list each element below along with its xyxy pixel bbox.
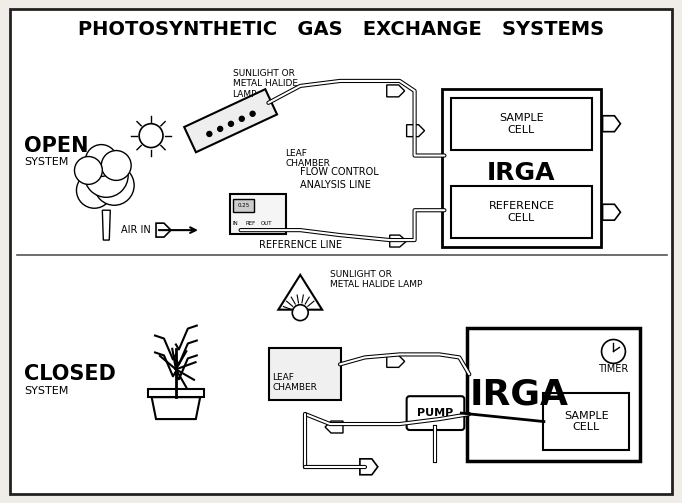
Text: SUNLIGHT OR
METAL HALIDE
LAMP: SUNLIGHT OR METAL HALIDE LAMP: [233, 69, 297, 99]
Circle shape: [94, 165, 134, 205]
Text: IRGA: IRGA: [487, 161, 556, 185]
Text: REFERENCE
CELL: REFERENCE CELL: [488, 201, 554, 223]
Circle shape: [239, 116, 244, 121]
Text: IN: IN: [233, 221, 238, 226]
Text: LEAF
CHAMBER: LEAF CHAMBER: [285, 148, 330, 168]
Text: LEAF
CHAMBER: LEAF CHAMBER: [272, 373, 317, 392]
Circle shape: [139, 124, 163, 147]
Circle shape: [293, 305, 308, 320]
Circle shape: [102, 150, 131, 181]
FancyBboxPatch shape: [148, 389, 204, 397]
Polygon shape: [406, 125, 424, 137]
Circle shape: [602, 340, 625, 363]
Text: PUMP: PUMP: [417, 408, 454, 418]
Text: SAMPLE
CELL: SAMPLE CELL: [564, 411, 608, 433]
FancyBboxPatch shape: [451, 98, 591, 149]
Text: CLOSED: CLOSED: [24, 364, 116, 384]
Text: SUNLIGHT OR
METAL HALIDE LAMP: SUNLIGHT OR METAL HALIDE LAMP: [330, 270, 422, 289]
Text: AIR IN: AIR IN: [121, 225, 151, 235]
FancyBboxPatch shape: [269, 349, 341, 400]
Text: OPEN: OPEN: [24, 136, 88, 155]
Polygon shape: [151, 394, 201, 419]
Circle shape: [207, 131, 212, 136]
FancyBboxPatch shape: [467, 327, 640, 461]
FancyBboxPatch shape: [543, 393, 629, 450]
Text: 0.25: 0.25: [237, 203, 250, 208]
Text: TIMER: TIMER: [598, 364, 629, 374]
Text: SYSTEM: SYSTEM: [24, 386, 68, 396]
Text: REF: REF: [246, 221, 256, 226]
Text: SYSTEM: SYSTEM: [24, 157, 68, 167]
FancyBboxPatch shape: [230, 194, 286, 234]
FancyBboxPatch shape: [406, 396, 464, 430]
FancyBboxPatch shape: [233, 199, 254, 212]
Circle shape: [76, 173, 113, 208]
Circle shape: [250, 111, 255, 116]
Text: OUT: OUT: [261, 221, 272, 226]
Polygon shape: [325, 421, 343, 433]
Text: IRGA: IRGA: [469, 377, 569, 411]
Text: FLOW CONTROL: FLOW CONTROL: [300, 167, 379, 178]
Polygon shape: [278, 275, 322, 310]
Circle shape: [74, 156, 102, 185]
Polygon shape: [387, 85, 404, 97]
Circle shape: [228, 121, 233, 126]
Circle shape: [85, 144, 117, 177]
Polygon shape: [387, 356, 404, 367]
Circle shape: [218, 126, 222, 131]
Text: REFERENCE LINE: REFERENCE LINE: [258, 240, 342, 250]
FancyBboxPatch shape: [443, 89, 601, 247]
Polygon shape: [156, 223, 171, 237]
Text: SAMPLE
CELL: SAMPLE CELL: [499, 113, 544, 134]
Polygon shape: [360, 459, 378, 475]
Polygon shape: [389, 235, 406, 247]
Text: PHOTOSYNTHETIC   GAS   EXCHANGE   SYSTEMS: PHOTOSYNTHETIC GAS EXCHANGE SYSTEMS: [78, 20, 604, 39]
Polygon shape: [603, 116, 621, 132]
FancyBboxPatch shape: [10, 10, 672, 493]
Text: ANALYSIS LINE: ANALYSIS LINE: [300, 181, 371, 190]
Polygon shape: [102, 210, 110, 240]
Polygon shape: [603, 204, 621, 220]
FancyBboxPatch shape: [451, 187, 591, 238]
Circle shape: [85, 153, 128, 197]
Bar: [184, 89, 277, 152]
